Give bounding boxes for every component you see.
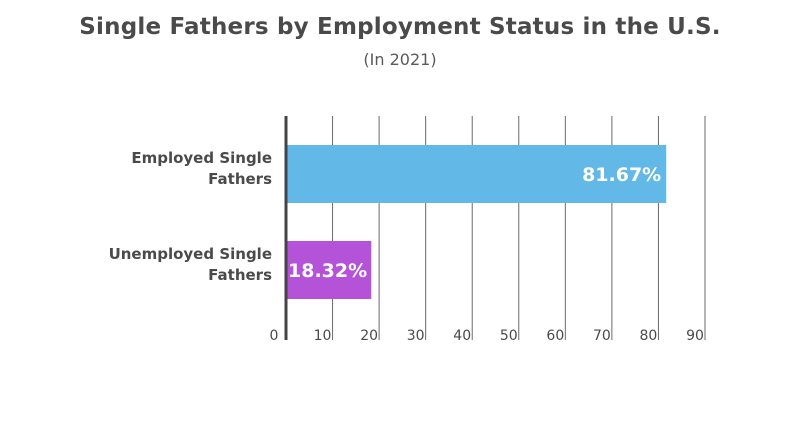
x-tick-50: 50 bbox=[500, 328, 518, 344]
category-label-0-0: Employed Single bbox=[131, 149, 272, 167]
category-label-0-1: Fathers bbox=[208, 170, 272, 188]
x-tick-60: 60 bbox=[546, 328, 564, 344]
x-tick-80: 80 bbox=[640, 328, 658, 344]
category-label-1-1: Fathers bbox=[208, 266, 272, 284]
x-tick-30: 30 bbox=[407, 328, 425, 344]
data-label-1: 18.32% bbox=[288, 260, 367, 282]
x-tick-0: 0 bbox=[270, 328, 279, 344]
x-tick-70: 70 bbox=[593, 328, 611, 344]
x-tick-20: 20 bbox=[360, 328, 378, 344]
category-labels: Employed Single Fathers Unemployed Single F… bbox=[109, 149, 273, 284]
bars: 81.67% 18.32% bbox=[286, 145, 667, 299]
category-label-1-0: Unemployed Single bbox=[109, 245, 272, 263]
bar-1 bbox=[286, 241, 372, 299]
data-label-0: 81.67% bbox=[582, 164, 661, 186]
x-axis-ticks: 0 10 20 30 40 50 60 70 80 90 bbox=[270, 328, 704, 344]
x-tick-40: 40 bbox=[453, 328, 471, 344]
chart-subtitle: (In 2021) bbox=[363, 50, 437, 69]
chart-title: Single Fathers by Employment Status in t… bbox=[79, 14, 721, 40]
bar-0 bbox=[286, 145, 667, 203]
x-tick-90: 90 bbox=[686, 328, 704, 344]
x-tick-10: 10 bbox=[314, 328, 332, 344]
